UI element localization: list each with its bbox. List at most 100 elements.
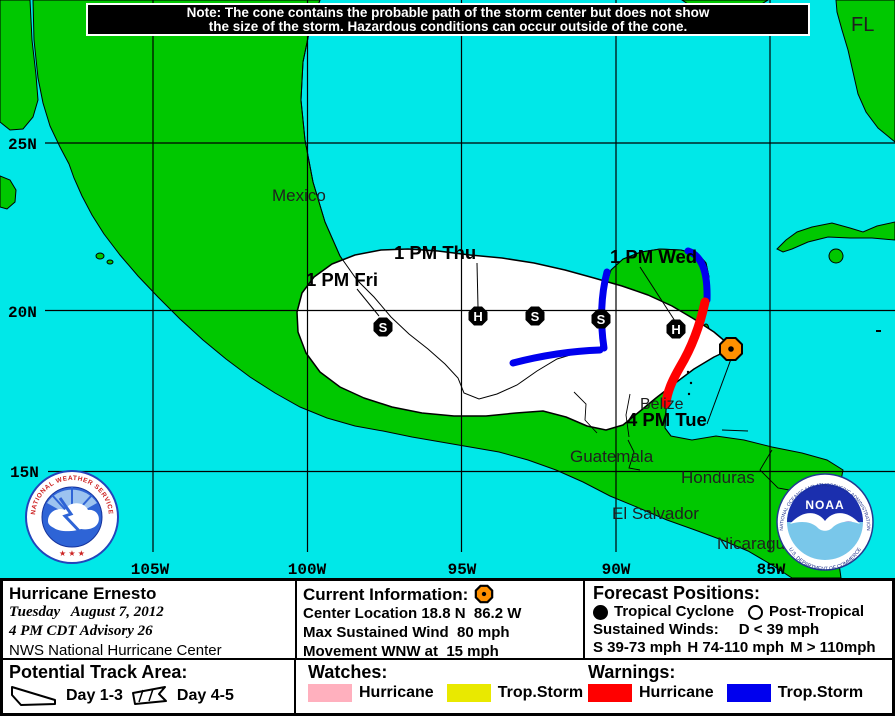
trop-storm-warning-west-yucatan [598,268,611,352]
place-labels: Mexico FL Guatemala Belize Honduras El S… [272,14,874,553]
center-location: Center Location 18.8 N 86.2 W [303,605,522,622]
day13-label: Day 1-3 [66,686,123,704]
trop-storm-warning-north-yucatan [684,247,711,304]
info-panel: Hurricane Ernesto Tuesday August 7, 2012… [0,578,895,716]
label-nicaragua: Nicaragua [717,534,795,553]
time-label-tue: 4 PM Tue [627,409,707,430]
islas-marias-2 [106,259,114,265]
graticule-labels: 25N 20N 15N 105W 100W 95W 90W 85W [8,136,786,579]
wind-s-label: S 39-73 mph [593,639,682,656]
legend-row: Potential Track Area: Day 1-3 Day 4-5 [0,658,895,716]
marker-letter: S [597,312,606,327]
map-area: H S S H S 1 PM We [0,0,895,579]
lat-label-15n: 15N [10,464,39,482]
lat-label-20n: 20N [8,304,37,322]
post-tropical-label: Post-Tropical [769,603,865,620]
advisory-date: Tuesday August 7, 2012 [9,604,164,620]
trop-storm-warning-campeche [509,346,604,367]
leader-lines [356,262,732,425]
forecast-cone [296,248,734,431]
hurricane-warning-swatch [588,684,632,702]
forecast-map: H S S H S 1 PM We [0,0,895,579]
trop-storm-warning-swatch [726,684,771,702]
movement: Movement WNW at 15 mph [303,643,499,660]
time-label-wed: 1 PM Wed [610,246,697,267]
lon-label-100w: 100W [288,561,327,578]
lon-label-90w: 90W [602,561,631,578]
storm-summary: Hurricane Ernesto Tuesday August 7, 2012… [3,581,295,659]
wind-h-label: H 74-110 mph [687,639,785,656]
label-mexico: Mexico [272,186,326,205]
lat-label-25n: 25N [8,136,37,154]
marker-letter: H [671,322,680,337]
current-info-heading: Current Information: [303,584,469,604]
label-el-salvador: El Salvador [612,504,699,523]
cone-day45-icon [131,686,167,705]
track-marker-2: S [591,309,611,329]
trop-storm-watch-swatch [446,684,491,702]
current-information: Current Information: Center Location 18.… [295,581,583,660]
marker-letter: S [531,309,540,324]
wind-m-label: M > 110mph [790,639,876,656]
land-cuba [776,221,895,253]
advisory-number: 4 PM CDT Advisory 26 [9,623,153,639]
noaa-label: NOAA [805,498,844,512]
land-baja [0,0,39,131]
marker-letter: S [379,320,388,335]
warnings-legend: Warnings: Hurricane Trop.Storm [584,660,892,713]
country-borders [573,391,801,493]
nws-cloud [48,503,99,532]
time-labels: 1 PM Wed 1 PM Thu 1 PM Fri 4 PM Tue [306,242,707,430]
storm-name: Hurricane Ernesto [9,584,157,603]
track-marker-3: S [525,306,545,326]
note-line-1: Note: The cone contains the probable pat… [186,5,710,20]
max-sustained-wind: Max Sustained Wind 80 mph [303,624,510,641]
tropical-cyclone-label: Tropical Cyclone [614,603,735,620]
nws-stars: ★ ★ ★ [59,549,85,558]
potential-track-legend: Potential Track Area: Day 1-3 Day 4-5 [3,660,296,713]
time-label-thu: 1 PM Thu [394,242,476,263]
land [0,0,895,579]
watches-legend: Watches: Hurricane Trop.Storm [296,660,584,713]
small-cays [686,330,881,396]
cone-day13-icon [11,686,56,706]
info-row: Hurricane Ernesto Tuesday August 7, 2012… [0,581,895,660]
nws-lightning-icon [58,497,86,538]
forecast-positions-heading: Forecast Positions: [593,583,761,603]
hurricane-warning-label: Hurricane [639,684,714,701]
note-banner: Note: The cone contains the probable pat… [86,3,810,36]
time-label-fri: 1 PM Fri [306,269,378,290]
forecast-positions: Forecast Positions: Tropical Cyclone Pos… [583,581,892,658]
agency-name: NWS National Hurricane Center [9,642,222,659]
note-line-2: the size of the storm. Hazardous conditi… [208,19,688,34]
nws-logo: NATIONAL WEATHER SERVICE ★ ★ ★ [25,470,119,564]
land-florida [835,0,895,143]
hurricane-warning-east-yucatan [661,297,710,409]
warning-lines [509,247,711,409]
track-marker-fri: S [373,317,393,337]
lon-label-85w: 85W [757,561,786,578]
hurricane-watch-swatch [308,684,352,702]
noaa-bird-icon [790,513,860,531]
label-fl: FL [851,14,874,36]
hurricane-watch-label: Hurricane [359,684,434,701]
sustained-winds-label: Sustained Winds: [593,621,719,638]
warnings-heading: Warnings: [588,662,676,682]
land-baja-tip [0,175,17,210]
label-belize: Belize [640,396,684,413]
current-position-icon [475,584,494,604]
wind-d-label: D < 39 mph [738,621,820,638]
watch-warning-legend: Watches: Hurricane Trop.Storm Warnings: … [296,660,892,713]
marker-letter: H [473,309,482,324]
isla-juventud [828,248,844,264]
islas-marias [95,252,105,260]
lon-label-95w: 95W [448,561,477,578]
post-tropical-icon [748,604,764,620]
lon-label-105w: 105W [131,561,170,578]
current-position-marker [719,337,743,361]
watches-heading: Watches: [308,662,388,682]
label-guatemala: Guatemala [570,447,654,466]
label-honduras: Honduras [681,468,755,487]
tropical-cyclone-icon [593,604,608,620]
